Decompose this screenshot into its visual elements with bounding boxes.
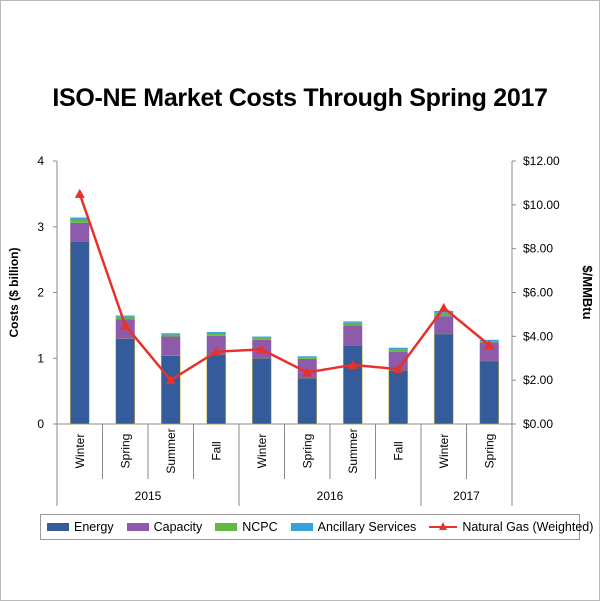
legend-swatch-capacity xyxy=(126,523,149,531)
legend-item-ancillary: Ancillary Services xyxy=(290,520,417,534)
chart-title: ISO-NE Market Costs Through Spring 2017 xyxy=(52,84,548,112)
gas-price-point xyxy=(302,367,313,377)
bar-segment-capacity xyxy=(434,316,454,334)
x-tick-label: Spring xyxy=(482,434,496,469)
bar-segment-ancillary xyxy=(206,331,226,334)
bar-segment-energy xyxy=(388,369,409,425)
bar-segment-energy xyxy=(115,338,136,425)
bar-segment-energy xyxy=(479,360,500,425)
bar-segment-capacity xyxy=(388,351,408,371)
x-group-label: 2017 xyxy=(453,489,480,503)
y2-tick-label: $6.00 xyxy=(523,286,553,300)
chart-legend: Energy Capacity NCPC Ancillary Services … xyxy=(40,514,593,540)
legend-label-gas: Natural Gas (Weighted) xyxy=(462,520,594,534)
y2-tick-label: $4.00 xyxy=(523,329,553,343)
bar-segment-ncpc xyxy=(434,312,454,317)
x-tick-label: Winter xyxy=(437,434,451,469)
bar-segment-ncpc xyxy=(297,357,317,359)
bar-segment-ncpc xyxy=(343,322,363,326)
y2-tick-label: $2.00 xyxy=(523,373,553,387)
bar-segment-ancillary xyxy=(297,356,317,358)
y-tick-label: 3 xyxy=(37,220,44,234)
bar-segment-ncpc xyxy=(388,349,408,352)
gas-price-point xyxy=(347,359,358,369)
bar-segment-capacity xyxy=(70,222,90,242)
bar-segment-ancillary xyxy=(252,336,272,338)
legend-line-gas xyxy=(429,522,458,532)
gas-price-line xyxy=(78,193,491,382)
x-group-label: 2015 xyxy=(135,489,162,503)
x-tick-label: Winter xyxy=(255,434,269,469)
bar-segment-ncpc xyxy=(206,333,226,336)
legend-item-ncpc: NCPC xyxy=(215,520,278,534)
legend-item-gas: Natural Gas (Weighted) xyxy=(429,520,593,534)
bar-segment-capacity xyxy=(161,336,181,356)
legend-swatch-ancillary xyxy=(290,523,313,531)
x-tick-label: Fall xyxy=(209,441,223,460)
bar-segment-energy xyxy=(160,355,181,425)
y-tick-label: 0 xyxy=(37,417,44,431)
y2-tick-label: $8.00 xyxy=(523,242,553,256)
legend-label-energy: Energy xyxy=(74,520,114,534)
legend-label-ncpc: NCPC xyxy=(242,520,278,534)
y2-tick-label: $12.00 xyxy=(523,154,560,168)
x-group-label: 2016 xyxy=(317,489,344,503)
y-tick-label: 2 xyxy=(37,286,44,300)
bar-segment-ncpc xyxy=(161,334,181,337)
bar-segment-energy xyxy=(206,354,227,425)
x-tick-label: Fall xyxy=(391,441,405,460)
legend-swatch-ncpc xyxy=(215,523,238,531)
legend-item-capacity: Capacity xyxy=(126,520,203,534)
gas-price-point xyxy=(393,364,404,374)
legend-item-energy: Energy xyxy=(47,520,114,534)
gas-price-point xyxy=(438,302,449,312)
bar-segment-energy xyxy=(251,357,272,425)
y-axis-title: Costs ($ billion) xyxy=(7,247,21,337)
bar-segment-ancillary xyxy=(343,321,363,323)
bar-segment-ncpc xyxy=(115,316,135,320)
gas-price-point xyxy=(74,188,85,198)
y-tick-label: 4 xyxy=(37,154,44,168)
bar-segment-energy xyxy=(69,240,90,425)
bar-segment-capacity xyxy=(206,335,226,355)
bar-segment-ancillary xyxy=(161,333,181,335)
bar-segment-ancillary xyxy=(115,315,135,317)
bar-segment-ancillary xyxy=(434,310,454,313)
x-tick-label: Winter xyxy=(73,434,87,469)
x-tick-label: Spring xyxy=(118,434,132,469)
bar-segment-capacity xyxy=(479,342,499,361)
gas-price-point xyxy=(165,375,176,385)
gas-price-point xyxy=(256,344,267,354)
bar-segment-capacity xyxy=(343,325,363,346)
legend-label-ancillary: Ancillary Services xyxy=(317,520,417,534)
legend-label-capacity: Capacity xyxy=(153,520,203,534)
bar-segment-ncpc xyxy=(252,337,272,340)
legend-swatch-energy xyxy=(47,523,69,531)
bar-segment-ncpc xyxy=(70,219,90,223)
bar-segment-ancillary xyxy=(70,217,90,220)
bar-segment-energy xyxy=(433,333,454,425)
gas-price-point xyxy=(484,340,495,350)
y2-tick-label: $0.00 xyxy=(523,417,553,431)
chart-plot: 0 1 2 3 4 $0.00 $2.00 $4.00 $6.00 $8.00 $10.00 $12.… xyxy=(7,154,595,506)
gas-price-point xyxy=(120,320,131,330)
x-tick-label: Spring xyxy=(300,434,314,469)
bar-segment-ancillary xyxy=(388,347,408,350)
x-tick-label: Summer xyxy=(164,428,178,473)
y-tick-label: 1 xyxy=(37,351,44,365)
y2-tick-label: $10.00 xyxy=(523,198,560,212)
y2-axis-title: $/MMBtu xyxy=(580,265,595,319)
gas-price-point xyxy=(211,346,222,356)
bar-segment-energy xyxy=(297,377,318,425)
bar-segment-energy xyxy=(342,344,363,425)
x-tick-label: Summer xyxy=(346,428,360,473)
